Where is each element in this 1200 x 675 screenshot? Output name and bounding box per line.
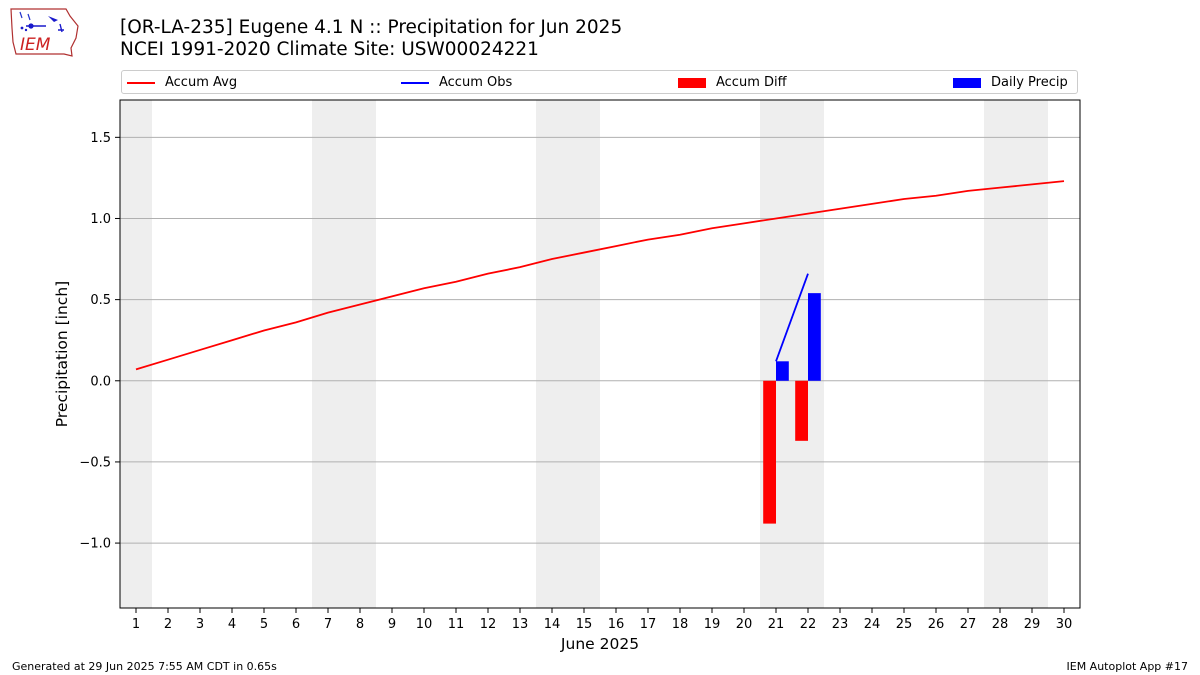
y-tick-label: −1.0 (79, 537, 111, 552)
legend-label: Accum Avg (165, 75, 238, 90)
x-tick-label: 5 (260, 617, 268, 632)
legend-item-accum-avg: Accum Avg (127, 74, 237, 92)
x-tick-label: 4 (228, 617, 236, 632)
legend-label: Accum Diff (716, 75, 787, 90)
x-tick-label: 1 (132, 617, 140, 632)
weekend-shade (120, 100, 152, 608)
legend-swatch-accum-obs (401, 81, 429, 84)
iowa-map-icon: IEM (10, 8, 79, 57)
y-tick-label: 0.5 (90, 293, 111, 308)
x-tick-label: 9 (388, 617, 396, 632)
legend-item-accum-diff: Accum Diff (678, 74, 787, 92)
legend-swatch-daily-precip (953, 77, 981, 88)
x-tick-label: 12 (480, 617, 497, 632)
x-tick-label: 6 (292, 617, 300, 632)
accum-diff-bar (795, 380, 808, 441)
x-tick-label: 17 (640, 617, 657, 632)
chart-title: [OR-LA-235] Eugene 4.1 N :: Precipitatio… (120, 17, 623, 38)
x-tick-label: 21 (768, 617, 785, 632)
x-tick-label: 14 (544, 617, 561, 632)
legend-swatch-accum-diff (678, 77, 706, 88)
x-tick-label: 28 (992, 617, 1009, 632)
legend-label: Accum Obs (439, 75, 513, 90)
x-tick-label: 8 (356, 617, 364, 632)
y-tick-label: 1.0 (90, 212, 111, 227)
x-tick-label: 19 (704, 617, 721, 632)
x-tick-label: 18 (672, 617, 689, 632)
x-tick-label: 11 (448, 617, 465, 632)
x-tick-label: 16 (608, 617, 625, 632)
weekend-shade (312, 100, 376, 608)
logo-text: IEM (20, 35, 51, 55)
x-tick-label: 29 (1024, 617, 1041, 632)
x-tick-label: 25 (896, 617, 913, 632)
legend-swatch-accum-avg (127, 81, 155, 84)
legend-item-accum-obs: Accum Obs (401, 74, 512, 92)
y-tick-label: 1.5 (90, 131, 111, 146)
x-tick-label: 10 (416, 617, 433, 632)
weekend-shade (536, 100, 600, 608)
legend-item-daily-precip: Daily Precip (953, 74, 1068, 92)
x-tick-label: 20 (736, 617, 753, 632)
y-axis-label: Precipitation [inch] (53, 281, 71, 427)
x-tick-label: 22 (800, 617, 817, 632)
accum-obs-line (775, 273, 809, 362)
x-tick-label: 23 (832, 617, 849, 632)
accum-diff-bar (763, 380, 776, 524)
generated-timestamp: Generated at 29 Jun 2025 7:55 AM CDT in … (12, 660, 277, 673)
x-tick-label: 7 (324, 617, 332, 632)
y-tick-label: −0.5 (79, 455, 111, 470)
plot-frame (119, 99, 1081, 609)
legend-label: Daily Precip (991, 75, 1068, 90)
iem-logo: IEM (8, 6, 80, 64)
daily-precip-bar (808, 293, 821, 381)
x-tick-label: 15 (576, 617, 593, 632)
x-tick-label: 3 (196, 617, 204, 632)
daily-precip-bar (776, 361, 789, 381)
chart-subtitle: NCEI 1991-2020 Climate Site: USW00024221 (120, 39, 539, 60)
y-tick-label: 0.0 (90, 374, 111, 389)
x-tick-label: 24 (864, 617, 881, 632)
autoplot-app-id: IEM Autoplot App #17 (1066, 660, 1189, 673)
accum-avg-line (135, 180, 1065, 371)
x-axis-label: June 2025 (560, 635, 639, 653)
x-tick-label: 27 (960, 617, 977, 632)
x-tick-label: 2 (164, 617, 172, 632)
x-tick-label: 30 (1056, 617, 1073, 632)
weekend-shade (984, 100, 1048, 608)
x-tick-label: 26 (928, 617, 945, 632)
chart-legend: Accum Avg Accum Obs Accum Diff Daily Pre… (121, 70, 1078, 94)
x-tick-label: 13 (512, 617, 529, 632)
